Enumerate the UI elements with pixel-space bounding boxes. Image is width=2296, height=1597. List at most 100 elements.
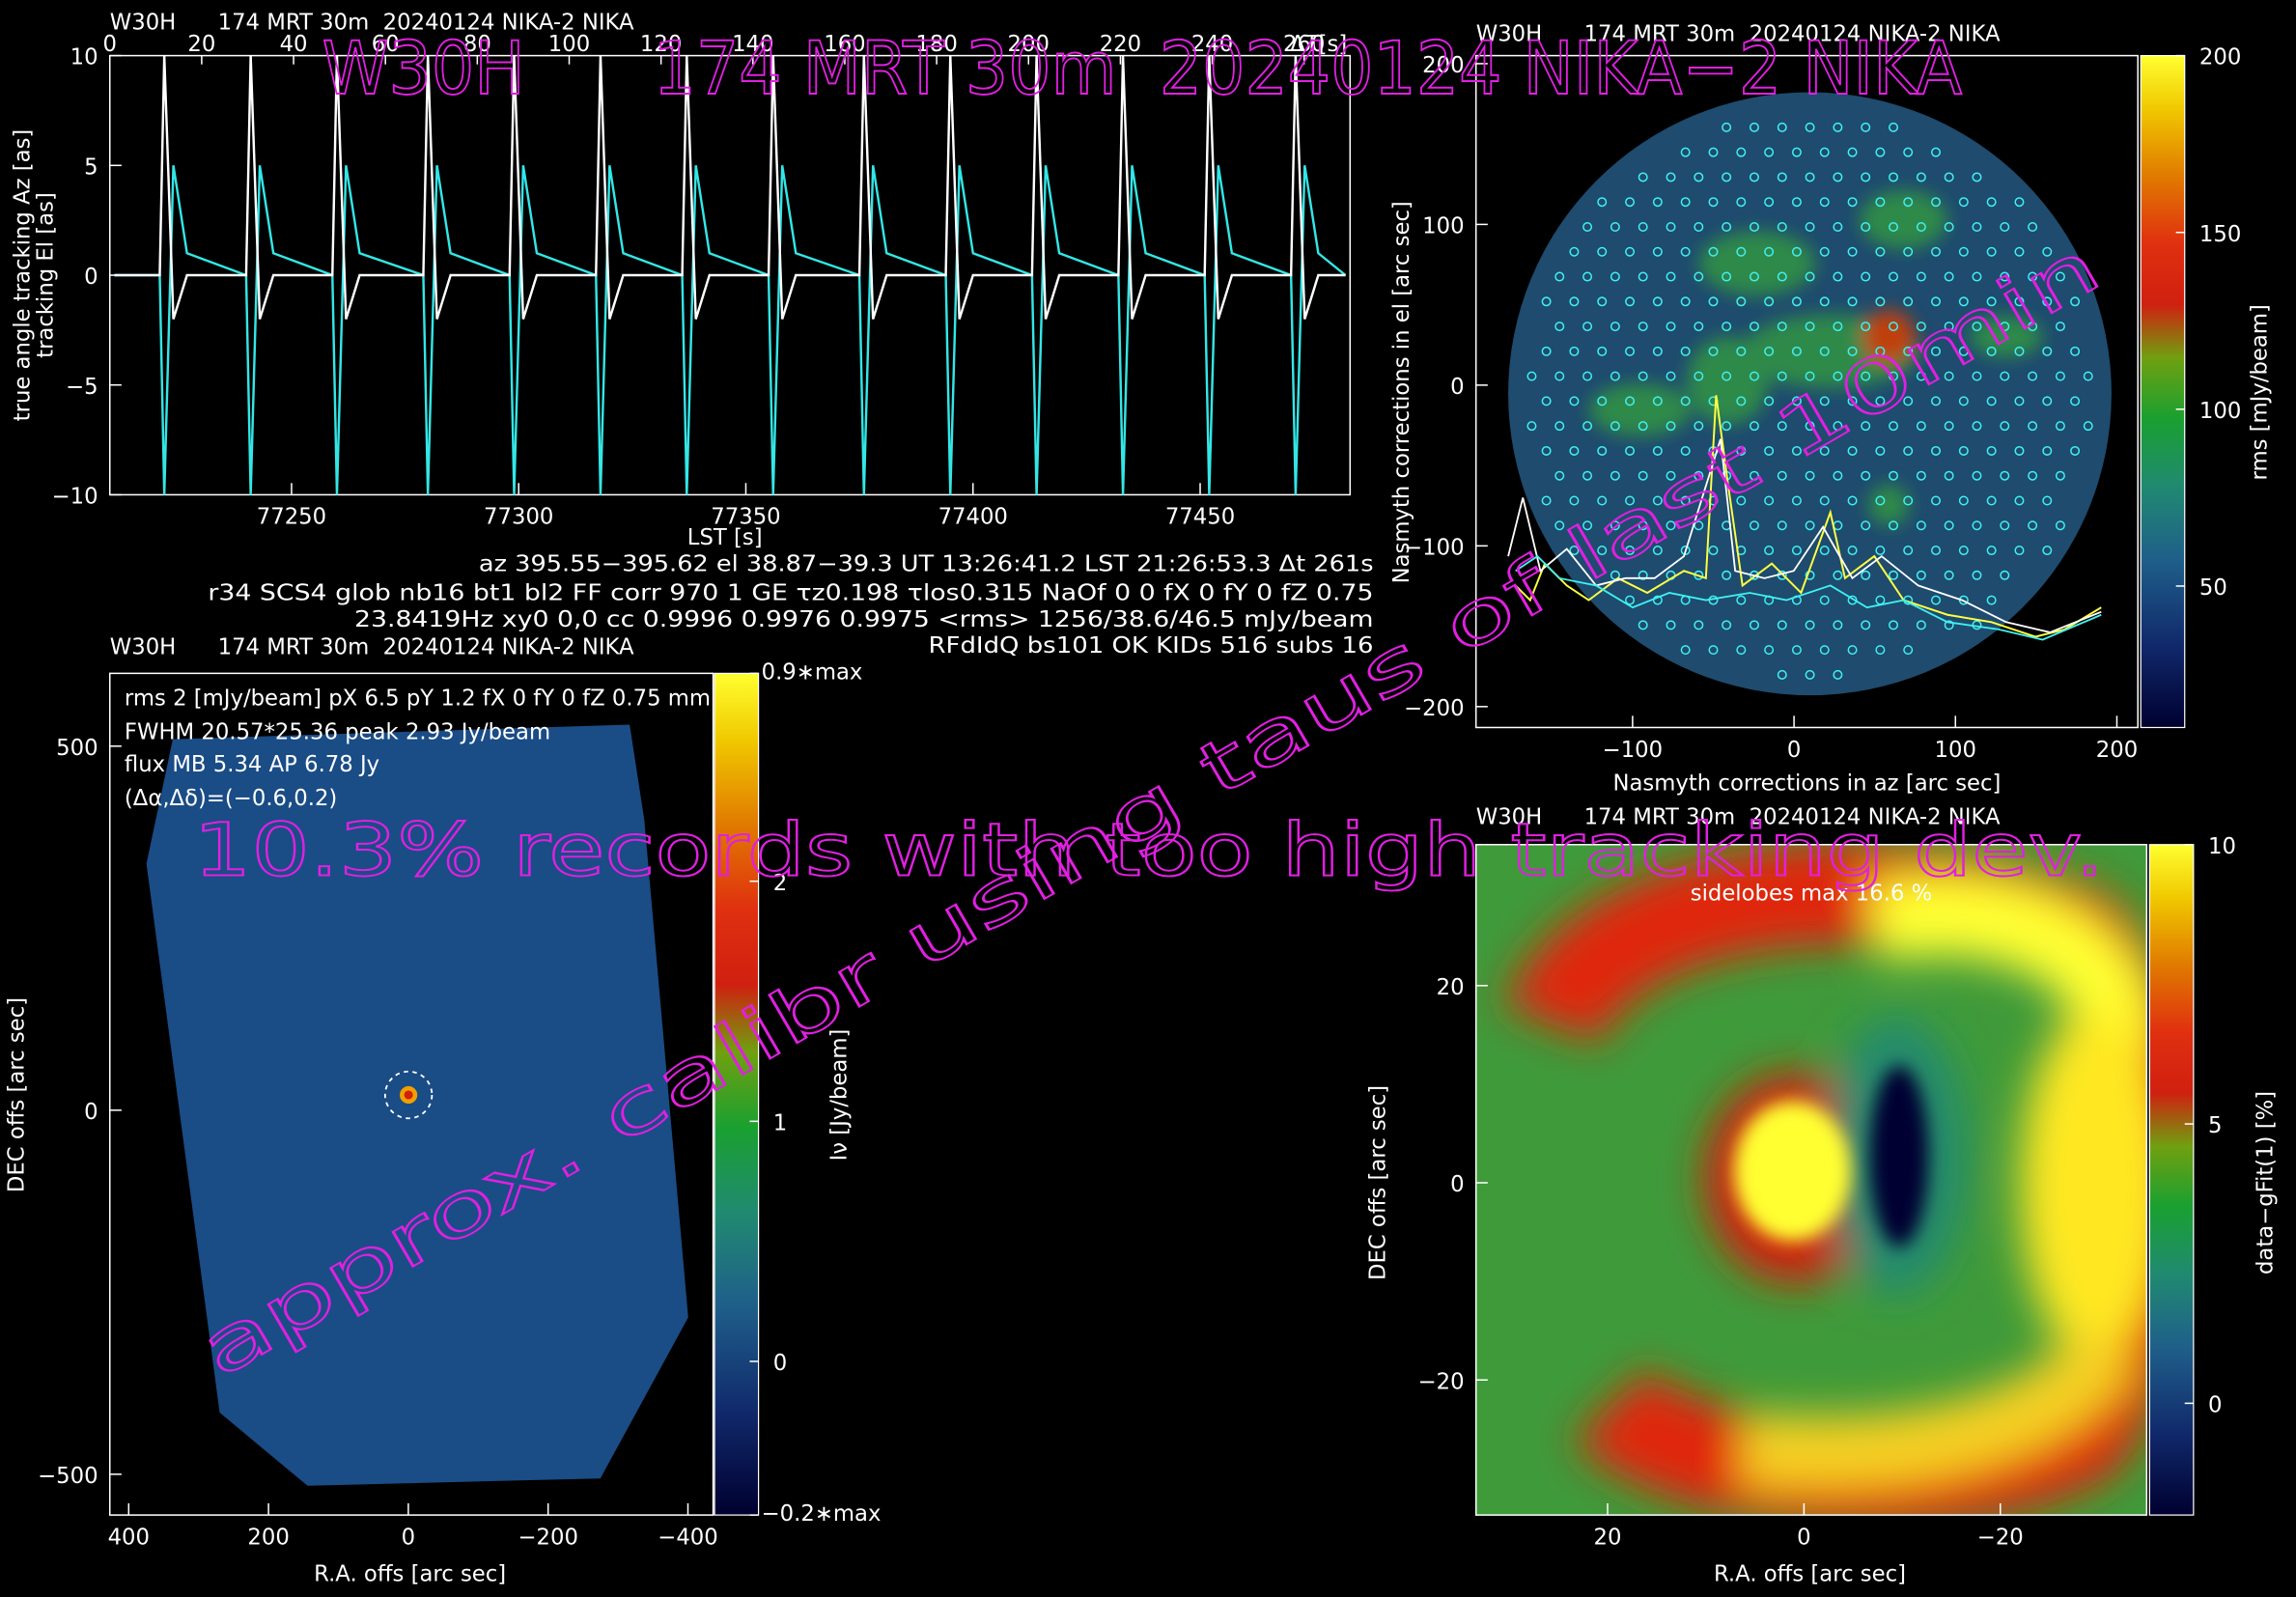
detector-dot: [1694, 520, 1704, 531]
detector-dot: [1625, 495, 1636, 506]
detector-dot: [1666, 620, 1676, 630]
annotation: FWHM 20.57*25.36 peak 2.93 Jy/beam: [125, 720, 550, 745]
detector-dot: [1582, 271, 1593, 282]
detector-dot: [1944, 172, 1954, 182]
detector-dot: [1625, 445, 1636, 456]
detector-dot: [2028, 221, 2038, 232]
detector-dot: [1526, 371, 1537, 381]
detector-dot: [1610, 221, 1620, 232]
plot-frame: [1474, 54, 2139, 729]
x-tick-label: 0: [1787, 738, 1801, 763]
detector-dot: [1958, 346, 1969, 356]
detector-dot: [1819, 546, 1830, 556]
colorbar: [2140, 55, 2186, 729]
detector-dot: [1582, 221, 1593, 232]
colorbar-tick-label: 2: [773, 871, 787, 896]
detector-dot: [1819, 147, 1830, 157]
detector-dot: [1931, 147, 1942, 157]
detector-dot: [1694, 371, 1704, 381]
detector-dot: [1847, 445, 1858, 456]
colorbar-label: data−gFit(1) [%]: [2254, 1091, 2279, 1275]
detector-dot: [1708, 296, 1719, 307]
colorbar-tick-label: 5: [2208, 1113, 2222, 1138]
detector-dot: [1847, 595, 1858, 605]
detector-dot: [1625, 246, 1636, 257]
detector-dot: [2014, 296, 2025, 307]
detector-dot: [1764, 495, 1775, 506]
detector-dot: [1666, 271, 1676, 282]
detector-dot: [1875, 246, 1886, 257]
annotation: rms 2 [mJy/beam] pX 6.5 pY 1.2 fX 0 fY 0…: [125, 686, 711, 712]
detector-dot: [1903, 645, 1914, 656]
detector-dot: [1582, 470, 1593, 481]
panel-header: W30H 174 MRT 30m 20240124 NIKA-2 NIKA: [110, 635, 634, 660]
detector-dot: [1931, 445, 1942, 456]
detector-dot: [1958, 546, 1969, 556]
detector-dot: [1819, 495, 1830, 506]
x2-tick-label: 140: [732, 32, 773, 57]
detector-dot: [1610, 322, 1620, 332]
detector-dot: [1554, 421, 1565, 432]
detector-dot: [1736, 197, 1747, 208]
colorbar: [714, 672, 760, 1516]
detector-dot: [1944, 371, 1954, 381]
detector-dot: [1958, 197, 1969, 208]
detector-dot: [2083, 371, 2093, 381]
detector-dot: [2000, 470, 2010, 481]
colorbar-tick-label: 1: [773, 1110, 787, 1135]
detector-dot: [1791, 147, 1802, 157]
detector-dot: [1958, 396, 1969, 406]
y-tick-label: 0: [84, 265, 98, 290]
detector-dot: [1805, 172, 1815, 182]
detector-dot: [1680, 296, 1691, 307]
detector-dot: [1986, 595, 1997, 605]
detector-dot: [2000, 322, 2010, 332]
detector-dot: [1819, 346, 1830, 356]
y-tick-label: 0: [84, 1100, 98, 1125]
detector-dot: [2042, 495, 2053, 506]
detector-dot: [1847, 147, 1858, 157]
detector-dot: [1708, 346, 1719, 356]
detector-dot: [1777, 470, 1787, 481]
panel-header: W30H 174 MRT 30m 20240124 NIKA-2 NIKA: [1476, 21, 2001, 46]
detector-dot: [1736, 246, 1747, 257]
detector-dot: [1805, 271, 1815, 282]
detector-dot: [1805, 122, 1815, 132]
detector-dot: [1708, 645, 1719, 656]
detector-dot: [1889, 221, 1899, 232]
detector-dot: [1986, 495, 1997, 506]
detector-dot: [1541, 495, 1552, 506]
y-tick-label: 0: [1450, 375, 1464, 400]
x2-axis-label: ΔT[s]: [1290, 32, 1347, 57]
detector-dot: [1791, 645, 1802, 656]
detector-dot: [1931, 246, 1942, 257]
detector-dot: [1986, 197, 1997, 208]
x-tick-label: 0: [402, 1525, 415, 1550]
detector-dot: [1861, 172, 1871, 182]
detector-dot: [1625, 197, 1636, 208]
detector-dot: [1652, 197, 1663, 208]
detector-dot: [1916, 172, 1926, 182]
detector-dot: [1666, 520, 1676, 531]
detector-dot: [1903, 396, 1914, 406]
detector-dot: [2000, 271, 2010, 282]
detector-dot: [1819, 396, 1830, 406]
detector-dot: [1916, 620, 1926, 630]
detector-dot: [1931, 546, 1942, 556]
detector-dot: [2014, 246, 2025, 257]
detector-dot: [1889, 172, 1899, 182]
detector-dot: [1805, 669, 1815, 680]
detector-dot: [1722, 322, 1732, 332]
detector-dot: [1861, 520, 1871, 531]
detector-dot: [1749, 421, 1759, 432]
detector-dot: [1638, 520, 1648, 531]
detector-dot: [2028, 421, 2038, 432]
detector-dot: [1903, 246, 1914, 257]
detector-dot: [1680, 645, 1691, 656]
detector-dot: [1847, 396, 1858, 406]
detector-dot: [1777, 172, 1787, 182]
x-tick-label: 77350: [711, 505, 780, 530]
colorbar-tick-label: 100: [2199, 399, 2241, 424]
detector-dot: [1833, 470, 1843, 481]
y-tick-label: −5: [66, 375, 98, 400]
